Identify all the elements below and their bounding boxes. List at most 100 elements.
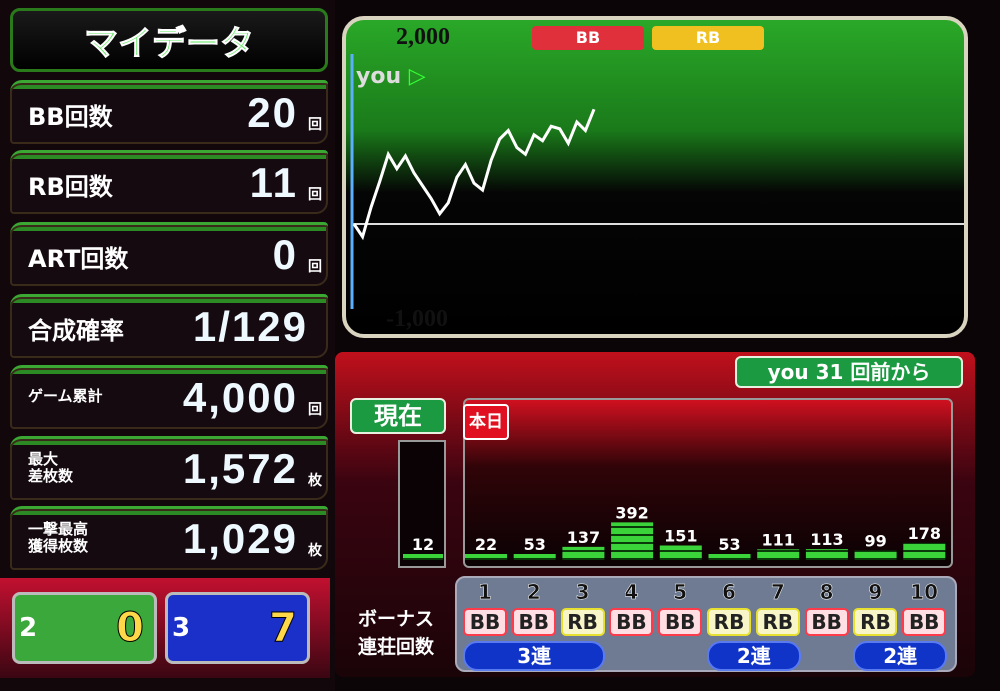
legend-bb: BB: [532, 26, 644, 50]
stat-value: 20: [247, 89, 298, 136]
bonus-bar: [659, 545, 702, 560]
bonus-number: 4: [624, 580, 639, 605]
bonus-streak-labels: ボーナス 連荘回数: [358, 605, 434, 661]
bonus-type-bb: BB: [658, 608, 703, 636]
legend-rb: RB: [652, 26, 764, 50]
you-text: you: [356, 64, 402, 89]
stat-value: 1,572: [182, 445, 298, 492]
bonus-type-bb: BB: [511, 608, 556, 636]
current-bar-area: [398, 440, 446, 568]
stat-label: RB回数: [28, 173, 113, 201]
bonus-bar: [757, 549, 800, 560]
bonus-bar: [611, 522, 654, 560]
bonus-bar: [708, 554, 751, 560]
stat-label: ゲーム累計: [28, 387, 103, 405]
stat-label: ART回数: [28, 245, 129, 273]
bonus-bar: [805, 549, 848, 560]
counter-value: 7: [269, 605, 298, 652]
bonus-bar: [854, 550, 897, 560]
bar-value-label: 99: [864, 531, 886, 550]
stat-value: 11: [249, 159, 298, 206]
bar-value-label: 113: [810, 530, 843, 549]
slump-line: [352, 108, 596, 241]
stat-label: 最大 差枚数: [28, 450, 74, 485]
stat-unit: 回: [308, 117, 322, 133]
bar-value-label: 12: [412, 535, 434, 554]
bar-value-label: 178: [908, 524, 941, 543]
stat-value: 4,000: [182, 374, 298, 421]
bonus-bar: [465, 554, 507, 560]
bonus-type-bb: BB: [804, 608, 849, 636]
current-label: 現在: [350, 398, 446, 434]
bonus-label: ボーナス: [358, 608, 435, 630]
bonus-number: 7: [770, 580, 785, 605]
bonus-type-rb: RB: [707, 608, 751, 636]
bonus-type-rb: RB: [560, 608, 605, 636]
stat-row: BB回数 20 回: [10, 80, 328, 144]
stat-unit: 枚: [308, 473, 322, 489]
slump-graph-svg: [350, 54, 964, 309]
counter-index: 2: [19, 613, 38, 643]
stat-row: ART回数 0 回: [10, 222, 328, 286]
play-icon: ▷: [408, 64, 426, 89]
y-min-label: -1,000: [386, 306, 448, 332]
streak-badge: 2連: [707, 641, 801, 671]
stat-value: 1,029: [182, 515, 298, 562]
bonus-type-bb: BB: [609, 608, 654, 636]
stat-unit: 回: [308, 187, 322, 203]
title-text: マイデータ: [84, 23, 255, 64]
stat-row: ゲーム累計 4,000 回: [10, 365, 328, 429]
stat-row: 最大 差枚数 1,572 枚: [10, 436, 328, 500]
you-label: you ▷: [356, 64, 426, 89]
bonus-number: 3: [575, 580, 590, 605]
since-text: 31 回前から: [815, 360, 931, 384]
bar-value-label: 392: [615, 503, 648, 522]
stat-unit: 回: [308, 402, 322, 418]
bonus-type-rb: RB: [755, 608, 800, 636]
stat-unit: 枚: [308, 543, 322, 559]
bonus-sequence: 1 BB 2 BB 3 RB 4 BB 5 BB 6 RB 7 RB 8 BB 9 RB 10 BB 3連 2連 2連: [455, 576, 957, 672]
streak-badge: 2連: [853, 641, 947, 671]
bar-value-label: 53: [524, 535, 546, 554]
bonus-number: 5: [673, 580, 688, 605]
bonus-bar: [513, 554, 556, 560]
stat-label: BB回数: [28, 103, 113, 131]
bonus-type-rb: RB: [853, 608, 898, 636]
bar-value-label: 53: [718, 535, 740, 554]
stat-value: 1/129: [192, 303, 308, 350]
slump-graph: 2,000 -1,000 BB RB you ▷: [342, 16, 968, 338]
streak-badge: 3連: [463, 641, 606, 671]
bonus-number: 6: [722, 580, 736, 605]
bonus-number: 10: [910, 580, 939, 605]
today-badge: 本日: [463, 404, 509, 440]
streak-label: 連荘回数: [358, 636, 435, 658]
bar-value-label: 151: [664, 527, 697, 546]
bonus-bar: [562, 546, 605, 560]
you-text: you: [767, 360, 809, 384]
my-data-panel: マイデータ BB回数 20 回 RB回数 11 回 ART回数 0 回合成確率 1/…: [0, 0, 335, 691]
current-bar: [403, 554, 443, 560]
stat-row: RB回数 11 回: [10, 150, 328, 214]
y-max-label: 2,000: [396, 24, 450, 50]
bonus-number: 2: [526, 580, 541, 605]
stat-label: 合成確率: [28, 317, 124, 345]
bonus-number: 9: [868, 580, 883, 605]
stat-unit: 回: [308, 259, 322, 275]
bonus-number: 1: [478, 580, 492, 605]
history-bar-area: [463, 398, 953, 568]
bar-value-label: 137: [567, 528, 600, 547]
counter-value: 0: [116, 605, 145, 652]
stat-row: 合成確率 1/129: [10, 294, 328, 358]
stat-row: 一撃最高 獲得枚数 1,029 枚: [10, 506, 328, 570]
bonus-type-bb: BB: [463, 608, 507, 636]
stat-value: 0: [272, 231, 298, 278]
bonus-type-bb: BB: [902, 608, 947, 636]
bonus-number: 8: [819, 580, 834, 605]
since-label: you 31 回前から: [735, 356, 963, 388]
bonus-bar-chart: 12 22 53 137 392 151 53 111 113 99 178: [403, 503, 946, 560]
stat-label: 一撃最高 獲得枚数: [28, 520, 89, 555]
page-title: マイデータ: [10, 8, 328, 72]
